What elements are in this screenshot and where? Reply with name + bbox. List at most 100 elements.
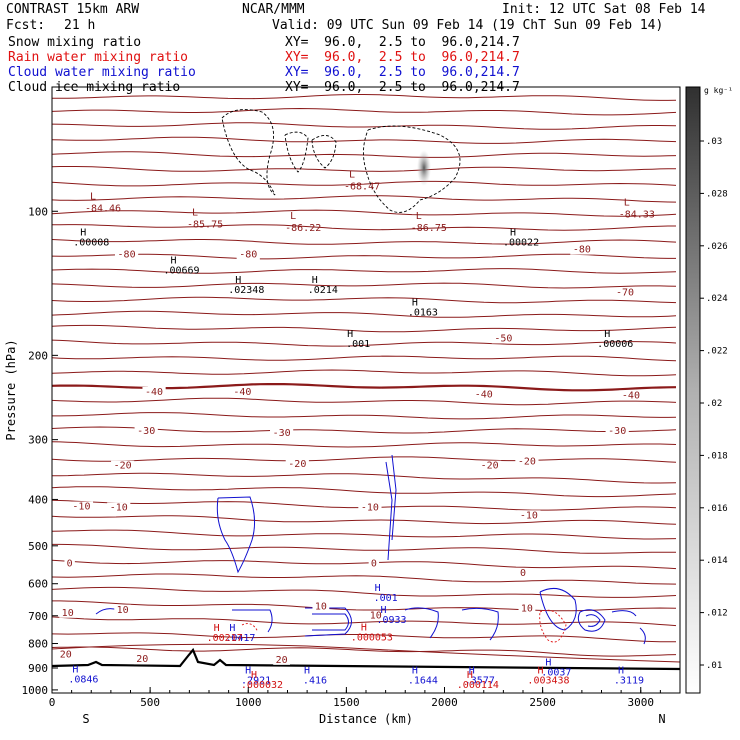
isotherm-line <box>52 412 677 420</box>
label-mask <box>570 244 594 255</box>
cloud-water-high-value: .3119 <box>614 676 644 687</box>
isotherm-line <box>52 559 677 570</box>
label-mask <box>368 558 380 569</box>
temperature-contours <box>52 94 677 657</box>
isotherm-line <box>52 324 677 333</box>
cloud-water-high-marker: H <box>245 666 251 677</box>
terrain-line <box>51 643 681 671</box>
cloud-water-contour <box>232 609 273 633</box>
label-mask <box>517 567 529 578</box>
rain-contours <box>241 609 567 643</box>
low-marker: L <box>290 211 296 222</box>
x-tick-label: 3000 <box>628 696 655 709</box>
label-mask <box>517 510 541 521</box>
y-tick-label: 600 <box>28 578 48 591</box>
cloud-water-contour <box>385 454 397 561</box>
rain-high-marker: H <box>537 666 543 677</box>
colorbar-tick-label: .01 <box>706 661 722 671</box>
isotherm-line <box>52 268 677 274</box>
colorbar-tick-label: .018 <box>706 451 728 461</box>
isotherm-line <box>52 224 676 231</box>
snow-high-marker: H <box>312 275 318 286</box>
isotherm-line <box>52 151 677 158</box>
y-tick-label: 500 <box>28 540 48 553</box>
field-cloudwater-name: Cloud water mixing ratio <box>8 65 196 80</box>
low-value: -68.47 <box>344 181 380 192</box>
low-marker: L <box>416 211 422 222</box>
isotherm-label: -10 <box>110 503 128 514</box>
isotherm-line <box>52 646 677 657</box>
snow-high-value: .0163 <box>408 307 438 318</box>
isotherm-line <box>52 136 677 144</box>
cloud-water-contour <box>611 610 646 645</box>
snow-high-value: .00006 <box>597 339 633 350</box>
label-mask <box>133 654 151 665</box>
cloud-water-high-value: .0037 <box>541 667 571 678</box>
label-mask <box>134 426 158 437</box>
model-title: CONTRAST 15km ARW <box>6 2 140 17</box>
y-tick-label: 900 <box>28 662 48 675</box>
snow-high-value: .00022 <box>503 238 539 249</box>
y-tick-label: 300 <box>28 434 48 447</box>
isotherm-label: -80 <box>573 245 591 256</box>
isotherm-label: -20 <box>518 456 536 467</box>
colorbar-tick-label: .028 <box>706 189 728 199</box>
colorbar-tick-label: .012 <box>706 609 728 619</box>
rain-high-value: .003438 <box>527 676 569 687</box>
isotherm-label: -20 <box>114 461 132 472</box>
label-mask <box>619 390 643 401</box>
low-marker: L <box>349 169 355 180</box>
cloud-water-high-marker: H <box>72 664 78 675</box>
terrain-surface <box>51 647 681 671</box>
isotherm-line <box>52 441 677 448</box>
cloud-water-contour <box>585 614 601 627</box>
cloud-water-high-value: .0417 <box>225 633 255 644</box>
low-marker: L <box>192 207 198 218</box>
cloud-water-high-marker: H <box>304 666 310 677</box>
isotherm-line <box>52 632 676 643</box>
snow-high-value: .00669 <box>163 266 199 277</box>
isotherm-label: -80 <box>239 250 257 261</box>
isotherm-line <box>52 180 677 187</box>
snow-high-value: .02348 <box>228 285 264 296</box>
cloud-water-high-value: .3577 <box>465 676 495 687</box>
isotherm-label: 20 <box>60 649 72 660</box>
cloud-water-high-value: .0933 <box>376 615 406 626</box>
label-mask <box>491 333 515 344</box>
rain-high-value: .00217 <box>207 633 243 644</box>
isotherm-line <box>52 573 677 585</box>
cloud-water-high-marker: H <box>618 666 624 677</box>
isotherm-label: -30 <box>608 426 626 437</box>
isotherm-line <box>52 515 677 525</box>
snow-high-marker: H <box>235 275 241 286</box>
cloud-water-high-marker: H <box>375 583 381 594</box>
isotherm-line <box>52 339 677 347</box>
rain-high-marker: H <box>251 670 257 681</box>
isotherm-line <box>52 543 676 554</box>
isotherm-label: -30 <box>137 426 155 437</box>
isotherm-label: 10 <box>117 605 129 616</box>
label-mask <box>57 649 75 660</box>
label-mask <box>613 287 637 298</box>
label-mask <box>114 604 132 615</box>
cloud-water-contour <box>539 587 577 631</box>
isotherm-line <box>52 486 677 498</box>
center-title: NCAR/MMM <box>242 2 305 17</box>
isotherm-line <box>52 616 677 627</box>
snow-contour <box>311 135 337 169</box>
isotherm-line <box>52 355 677 362</box>
y-tick-label: 700 <box>28 610 48 623</box>
isotherm-label: 10 <box>370 611 382 622</box>
snow-high-value: .001 <box>346 339 370 350</box>
low-marker: L <box>624 197 630 208</box>
cloud-water-contour <box>577 609 606 632</box>
field-snow-xy: XY= 96.0, 2.5 to 96.0,214.7 <box>285 35 520 50</box>
isotherm-label: -40 <box>145 387 163 398</box>
snow-contour <box>284 131 309 173</box>
snow-high-value: .00008 <box>73 238 109 249</box>
label-mask <box>114 249 139 260</box>
snow-high-marker: H <box>412 297 418 308</box>
snow-high-marker: H <box>347 329 353 340</box>
isotherm-line <box>52 397 677 406</box>
colorbar: .01 .012 .014 .016 .018 .02 .022 .024 .026 .028 .0… <box>685 86 733 694</box>
